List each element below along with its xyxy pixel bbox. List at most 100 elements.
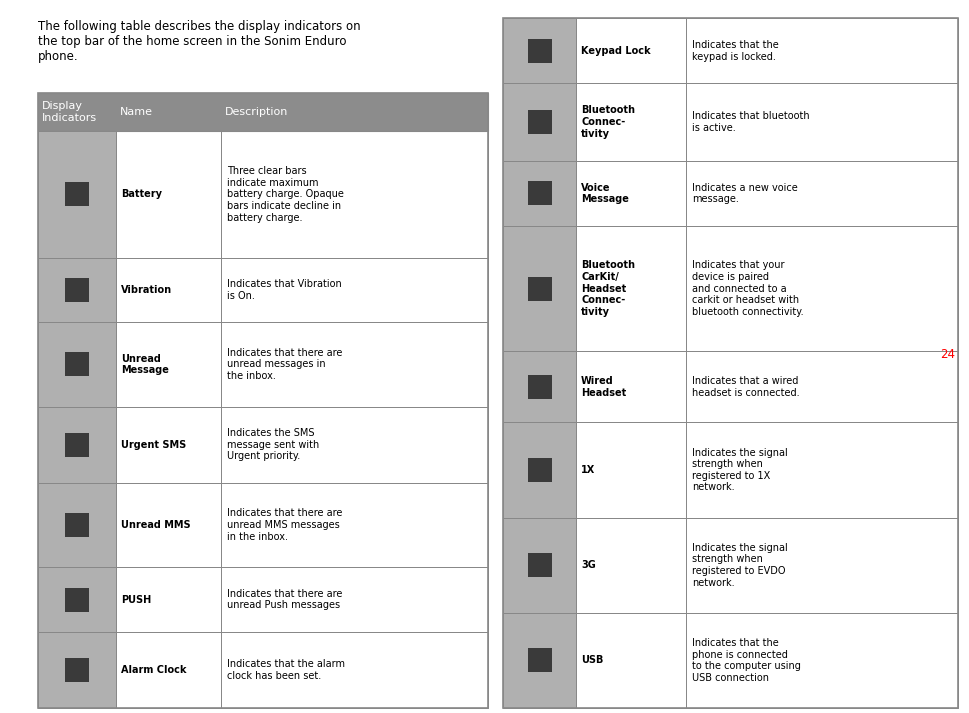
Bar	[221, 131, 487, 257]
Bar	[38, 93, 487, 131]
Text: Keypad Lock: Keypad Lock	[580, 46, 650, 56]
Bar	[65, 588, 89, 612]
Text: PUSH: PUSH	[121, 595, 151, 605]
Bar	[503, 18, 576, 83]
Bar	[685, 160, 957, 226]
Text: 24: 24	[939, 349, 954, 361]
Bar	[527, 648, 551, 672]
Text: The following table describes the display indicators on
the top bar of the home : The following table describes the displa…	[38, 20, 360, 63]
Text: Indicates that there are
unread MMS messages
in the inbox.: Indicates that there are unread MMS mess…	[227, 508, 342, 542]
Bar	[503, 518, 576, 613]
Bar	[503, 351, 576, 423]
Bar	[576, 351, 685, 423]
Bar	[527, 375, 551, 399]
Bar	[65, 352, 89, 376]
Bar	[503, 423, 576, 518]
Bar	[221, 632, 487, 708]
Text: Bluetooth
CarKit/
Headset
Connec-
tivity: Bluetooth CarKit/ Headset Connec- tivity	[580, 260, 635, 317]
Bar	[38, 632, 116, 708]
Bar	[65, 183, 89, 206]
Text: Name: Name	[120, 107, 153, 117]
Text: Indicates that your
device is paired
and connected to a
carkit or headset with
b: Indicates that your device is paired and…	[691, 260, 803, 317]
Bar	[38, 93, 487, 131]
Text: Indicates that the
phone is connected
to the computer using
USB connection: Indicates that the phone is connected to…	[691, 638, 800, 683]
Text: Urgent SMS: Urgent SMS	[121, 440, 186, 450]
Bar	[576, 613, 685, 708]
Bar	[65, 433, 89, 457]
Bar	[221, 257, 487, 322]
Text: Indicates that the
keypad is locked.: Indicates that the keypad is locked.	[691, 40, 778, 61]
Text: 1X: 1X	[580, 465, 595, 475]
Bar	[65, 513, 89, 537]
Text: Display
Indicators: Display Indicators	[42, 101, 97, 123]
Bar	[116, 257, 221, 322]
Text: Battery: Battery	[121, 190, 162, 200]
Bar	[685, 423, 957, 518]
Bar	[65, 278, 89, 302]
Bar	[116, 483, 221, 568]
Bar	[685, 226, 957, 351]
Text: Indicates that there are
unread Push messages: Indicates that there are unread Push mes…	[227, 589, 342, 610]
Text: Indicates that a wired
headset is connected.: Indicates that a wired headset is connec…	[691, 376, 798, 398]
Bar	[38, 483, 116, 568]
Bar	[503, 18, 957, 708]
Bar	[576, 518, 685, 613]
Bar	[527, 110, 551, 134]
Text: Description: Description	[225, 107, 288, 117]
Text: Indicates the SMS
message sent with
Urgent priority.: Indicates the SMS message sent with Urge…	[227, 428, 319, 461]
Bar	[503, 83, 576, 160]
Bar	[38, 406, 116, 483]
Text: Alarm Clock: Alarm Clock	[121, 665, 186, 675]
Bar	[576, 160, 685, 226]
Text: 3G: 3G	[580, 560, 595, 570]
Bar	[221, 406, 487, 483]
Bar	[527, 277, 551, 301]
Bar	[685, 18, 957, 83]
Bar	[503, 226, 576, 351]
Bar	[685, 351, 957, 423]
Text: USB: USB	[580, 655, 603, 665]
Bar	[527, 182, 551, 205]
Bar	[221, 322, 487, 406]
Text: Three clear bars
indicate maximum
battery charge. Opaque
bars indicate decline i: Three clear bars indicate maximum batter…	[227, 166, 344, 222]
Bar	[116, 632, 221, 708]
Bar	[576, 83, 685, 160]
Bar	[38, 568, 116, 632]
Bar	[503, 160, 576, 226]
Text: Indicates that bluetooth
is active.: Indicates that bluetooth is active.	[691, 111, 809, 133]
Bar	[221, 568, 487, 632]
Bar	[685, 518, 957, 613]
Text: Bluetooth
Connec-
tivity: Bluetooth Connec- tivity	[580, 106, 635, 139]
Bar	[65, 658, 89, 682]
Text: Indicates the signal
strength when
registered to EVDO
network.: Indicates the signal strength when regis…	[691, 543, 787, 588]
Bar	[116, 322, 221, 406]
Bar	[576, 226, 685, 351]
Text: Wired
Headset: Wired Headset	[580, 376, 626, 398]
Bar	[576, 18, 685, 83]
Text: Indicates that the alarm
clock has been set.: Indicates that the alarm clock has been …	[227, 659, 345, 681]
Bar	[221, 483, 487, 568]
Bar	[685, 83, 957, 160]
Text: Voice
Message: Voice Message	[580, 183, 628, 204]
Bar	[116, 131, 221, 257]
Bar	[527, 458, 551, 482]
Bar	[38, 257, 116, 322]
Bar	[527, 553, 551, 578]
Bar	[503, 613, 576, 708]
Text: Indicates a new voice
message.: Indicates a new voice message.	[691, 183, 797, 204]
Bar	[116, 406, 221, 483]
Bar	[116, 568, 221, 632]
Text: Indicates the signal
strength when
registered to 1X
network.: Indicates the signal strength when regis…	[691, 448, 787, 493]
Text: Your Sonim Enduro Phone: Your Sonim Enduro Phone	[10, 294, 20, 419]
Bar	[685, 613, 957, 708]
Text: Unread MMS: Unread MMS	[121, 520, 191, 530]
Bar	[576, 423, 685, 518]
Text: Unread
Message: Unread Message	[121, 354, 169, 375]
Text: Indicates that Vibration
is On.: Indicates that Vibration is On.	[227, 279, 341, 301]
Bar	[38, 131, 116, 257]
Text: Indicates that there are
unread messages in
the inbox.: Indicates that there are unread messages…	[227, 348, 342, 381]
Bar	[38, 93, 487, 708]
Bar	[527, 39, 551, 63]
Text: Vibration: Vibration	[121, 285, 172, 295]
Bar	[38, 322, 116, 406]
